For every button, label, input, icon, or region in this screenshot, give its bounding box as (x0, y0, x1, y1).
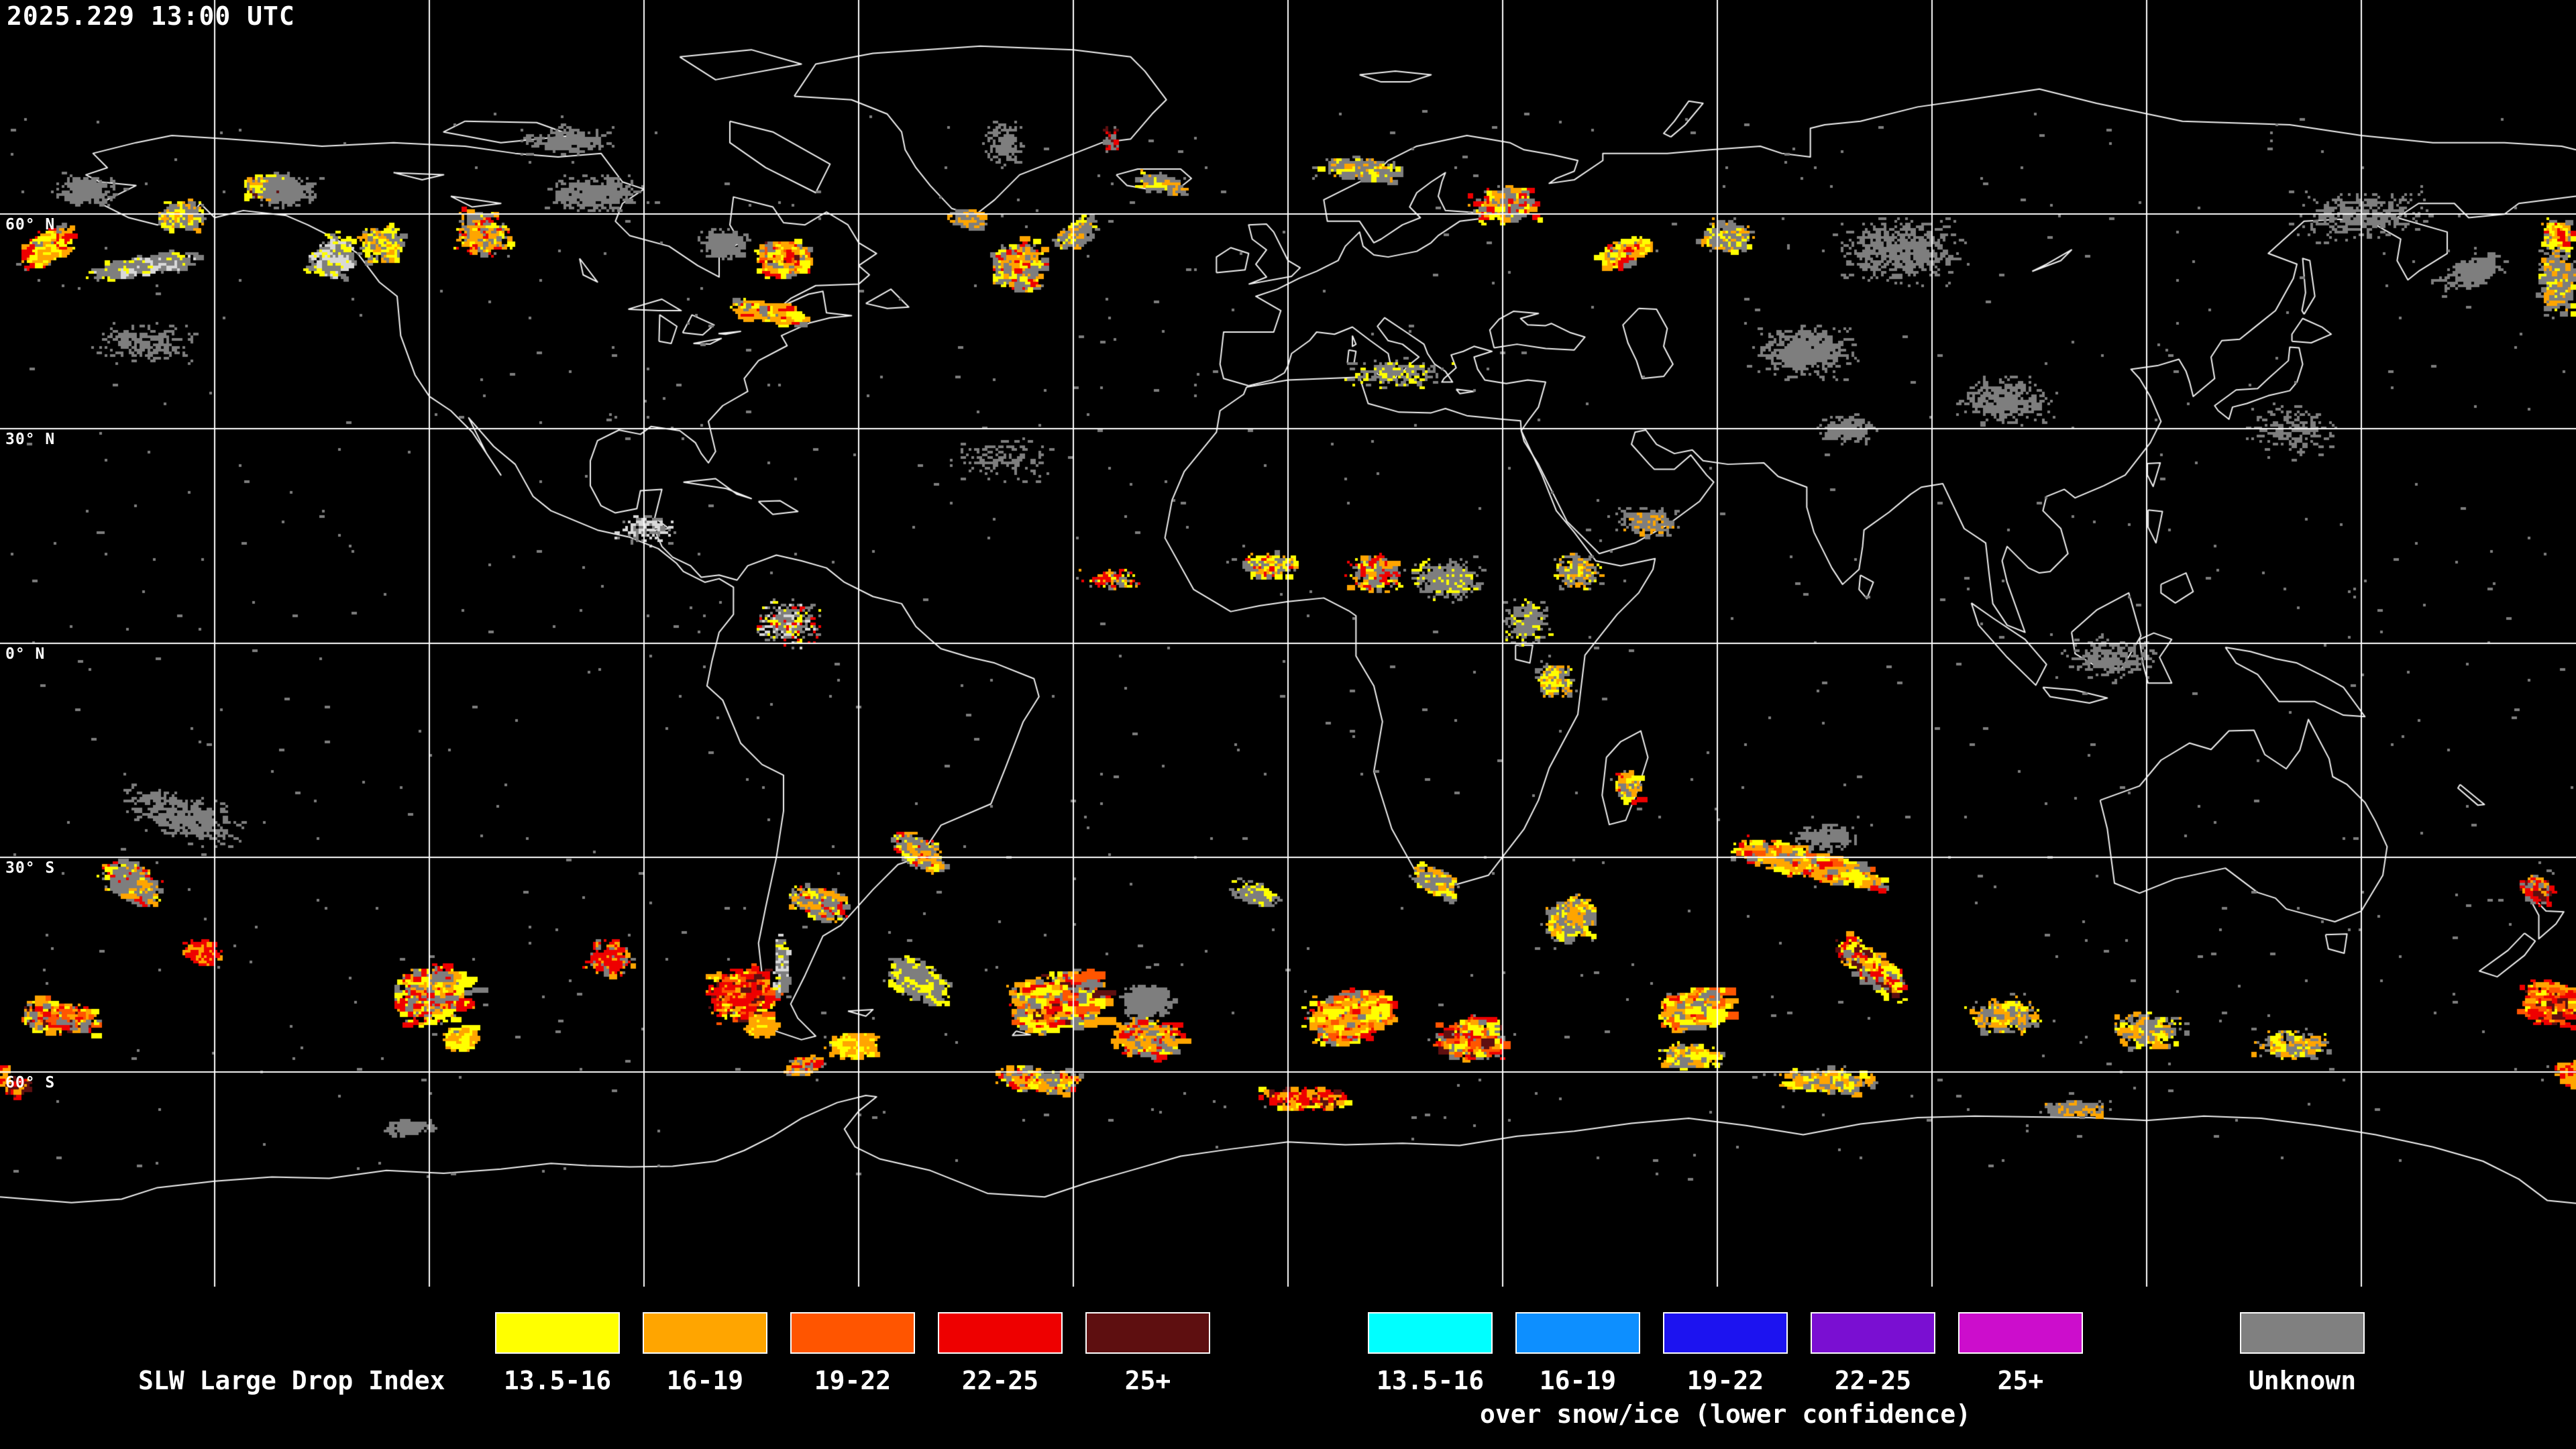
legend-swatch (1515, 1312, 1640, 1354)
lat-label: 0° N (5, 645, 46, 663)
legend-swatch (495, 1312, 620, 1354)
legend-swatch-label: 16-19 (666, 1366, 744, 1395)
lat-label: 30° S (5, 859, 56, 877)
legend-swatch-label: 13.5-16 (1376, 1366, 1485, 1395)
legend-swatch (790, 1312, 915, 1354)
legend-swatch (938, 1312, 1063, 1354)
legend-unknown-label: Unknown (2248, 1366, 2357, 1395)
world-map-canvas (0, 0, 2576, 1287)
lat-label: 30° N (5, 430, 56, 448)
legend-title: SLW Large Drop Index (138, 1366, 445, 1395)
legend-swatch-label: 22-25 (1834, 1366, 1912, 1395)
legend-swatch (1811, 1312, 1935, 1354)
legend-swatch (1958, 1312, 2083, 1354)
legend-swatch (1368, 1312, 1493, 1354)
legend-swatch (1085, 1312, 1210, 1354)
lat-label: 60° N (5, 216, 56, 234)
legend-swatch (643, 1312, 767, 1354)
legend-swatch-label: 16-19 (1539, 1366, 1617, 1395)
timestamp: 2025.229 13:00 UTC (7, 1, 295, 31)
legend-snow-caption: over snow/ice (lower confidence) (1479, 1399, 1972, 1429)
legend-swatch-label: 25+ (1124, 1366, 1171, 1395)
legend-swatch-label: 22-25 (961, 1366, 1039, 1395)
legend-swatch-label: 19-22 (1686, 1366, 1764, 1395)
legend-swatch-label: 13.5-16 (503, 1366, 612, 1395)
lat-label: 60° S (5, 1073, 56, 1091)
legend-unknown-swatch (2240, 1312, 2365, 1354)
legend-swatch-label: 19-22 (814, 1366, 892, 1395)
legend-swatch-label: 25+ (1997, 1366, 2044, 1395)
legend-swatch (1663, 1312, 1788, 1354)
